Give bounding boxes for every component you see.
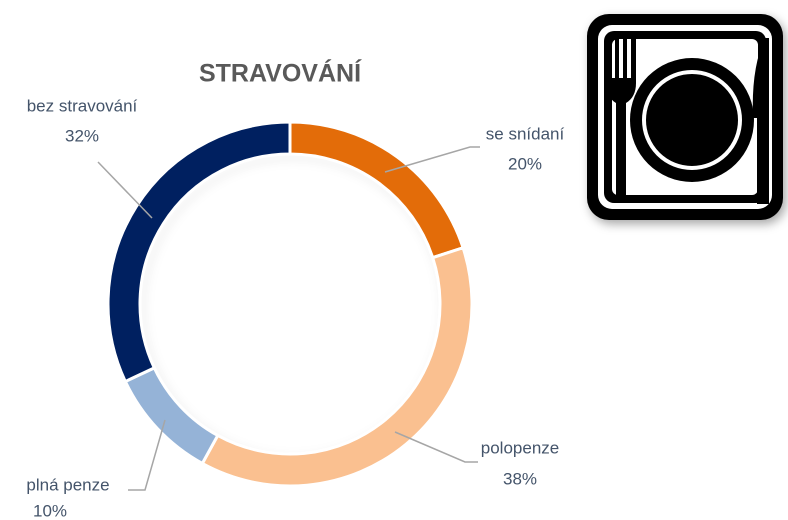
donut-segment [106,120,292,384]
chart-title: STRAVOVÁNÍ [199,59,362,88]
category-label: se snídaní [486,124,565,143]
value-label: 10% [33,501,67,520]
value-label: 20% [508,154,542,173]
donut-segment [200,245,474,488]
value-label: 32% [65,126,99,145]
leader-line [394,431,478,463]
donut-segment [123,365,220,466]
leader-line [97,161,153,219]
leader-line [384,146,480,173]
plate-icon [587,14,783,220]
leader-line [128,419,166,491]
category-label: polopenze [481,438,559,457]
donut-shadow [139,153,441,455]
donut-segment [288,120,465,260]
value-label: 38% [503,469,537,488]
category-label: plná penze [26,475,109,494]
category-label: bez stravování [27,96,138,115]
